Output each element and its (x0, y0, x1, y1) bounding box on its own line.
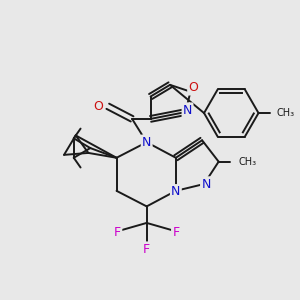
Text: N: N (201, 178, 211, 190)
Text: O: O (188, 81, 198, 94)
Text: CH₃: CH₃ (276, 108, 294, 118)
Text: O: O (93, 100, 103, 113)
Text: F: F (143, 243, 150, 256)
Text: N: N (171, 185, 181, 198)
Text: F: F (114, 226, 121, 239)
Text: F: F (172, 226, 179, 239)
Text: N: N (142, 136, 152, 149)
Text: N: N (183, 103, 192, 117)
Text: CH₃: CH₃ (238, 157, 256, 167)
